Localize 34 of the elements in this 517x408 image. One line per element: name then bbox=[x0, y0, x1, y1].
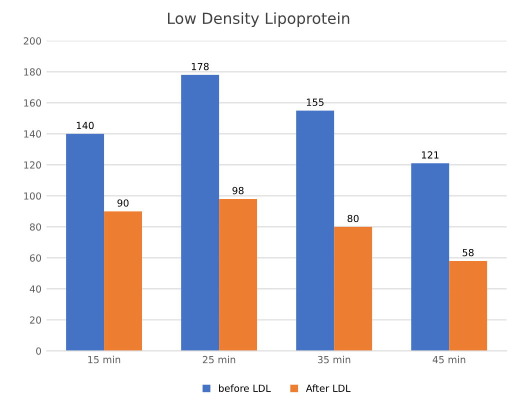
bar bbox=[104, 211, 142, 351]
data-label: 178 bbox=[192, 62, 209, 70]
data-label: 98 bbox=[232, 186, 244, 194]
y-tick-label: 40 bbox=[30, 285, 42, 293]
x-tick-label: 45 min bbox=[432, 356, 466, 364]
y-tick-label: 140 bbox=[24, 130, 42, 138]
chart-title: Low Density Lipoprotein bbox=[168, 12, 350, 28]
y-tick-label: 80 bbox=[30, 223, 42, 231]
bar bbox=[411, 163, 450, 351]
x-tick-label: 15 min bbox=[88, 356, 120, 364]
bar bbox=[219, 198, 258, 351]
data-label: 121 bbox=[422, 151, 439, 158]
y-tick-label: 200 bbox=[24, 37, 42, 45]
y-tick-label: 180 bbox=[24, 68, 42, 76]
legend-label: After LDL bbox=[306, 384, 351, 392]
y-tick-label: 0 bbox=[36, 347, 42, 355]
data-label: 80 bbox=[348, 214, 359, 222]
data-label: 90 bbox=[117, 199, 129, 207]
y-tick-label: 100 bbox=[24, 192, 42, 200]
bar bbox=[296, 110, 334, 351]
data-label: 58 bbox=[462, 248, 474, 256]
bar bbox=[449, 260, 488, 351]
y-tick-label: 60 bbox=[30, 254, 42, 262]
y-tick-label: 160 bbox=[24, 99, 42, 107]
data-label: 140 bbox=[76, 122, 94, 130]
legend-label: before LDL bbox=[219, 384, 271, 392]
bar bbox=[181, 74, 220, 351]
bar bbox=[66, 134, 104, 351]
bar bbox=[334, 226, 372, 351]
data-label: 155 bbox=[306, 98, 324, 106]
x-tick-label: 35 min bbox=[318, 356, 350, 364]
y-tick-label: 20 bbox=[30, 316, 42, 324]
y-tick-label: 120 bbox=[24, 161, 42, 169]
x-tick-label: 25 min bbox=[202, 356, 236, 364]
